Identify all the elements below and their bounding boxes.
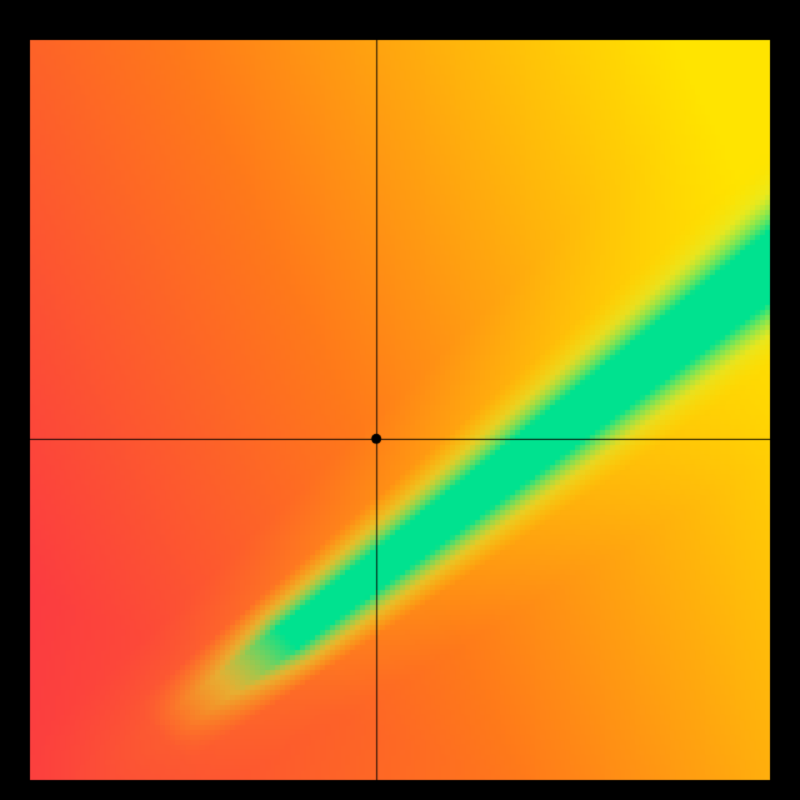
heatmap-canvas <box>0 0 800 800</box>
chart-container: TheBottleneck.com <box>0 0 800 800</box>
